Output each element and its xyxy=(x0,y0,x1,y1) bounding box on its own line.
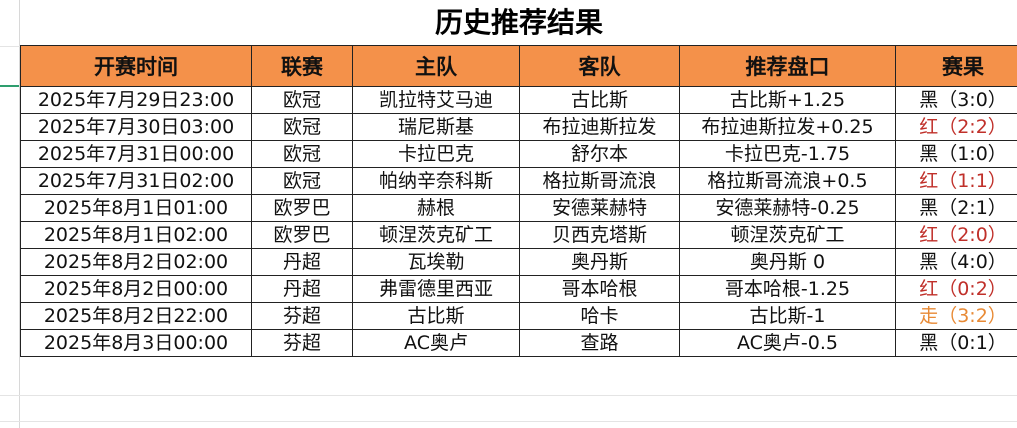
cell-result[interactable]: 黑（3:0） xyxy=(895,86,1017,114)
cell-away[interactable]: 古比斯 xyxy=(519,86,680,114)
header-away[interactable]: 客队 xyxy=(519,45,680,87)
cell-time[interactable]: 2025年7月31日02:00 xyxy=(20,167,252,195)
cell-time[interactable]: 2025年8月1日02:00 xyxy=(20,221,252,249)
cell-result[interactable]: 黑（4:0） xyxy=(895,248,1017,276)
row-selection-marker xyxy=(0,85,19,87)
cell-home[interactable]: 瓦埃勒 xyxy=(352,248,520,276)
cell-away[interactable]: 哈卡 xyxy=(519,302,680,330)
cell-away[interactable]: 查路 xyxy=(519,329,680,357)
cell-pick[interactable]: 安德莱赫特-0.25 xyxy=(679,194,896,222)
cell-result[interactable]: 红（1:1） xyxy=(895,167,1017,195)
cell-time[interactable]: 2025年7月29日23:00 xyxy=(20,86,252,114)
cell-away[interactable]: 布拉迪斯拉发 xyxy=(519,113,680,141)
cell-pick[interactable]: 布拉迪斯拉发+0.25 xyxy=(679,113,896,141)
cell-away[interactable]: 舒尔本 xyxy=(519,140,680,168)
sheet-row-header-border xyxy=(19,0,20,428)
cell-result[interactable]: 黑（1:0） xyxy=(895,140,1017,168)
cell-away[interactable]: 哥本哈根 xyxy=(519,275,680,303)
cell-home[interactable]: 帕纳辛奈科斯 xyxy=(352,167,520,195)
table-row: 2025年7月30日03:00 欧冠 瑞尼斯基 布拉迪斯拉发 布拉迪斯拉发+0.25 红（… xyxy=(20,113,1017,141)
cell-time[interactable]: 2025年8月2日02:00 xyxy=(20,248,252,276)
cell-home[interactable]: 凯拉特艾马迪 xyxy=(352,86,520,114)
cell-result[interactable]: 红（2:0） xyxy=(895,221,1017,249)
cell-away[interactable]: 安德莱赫特 xyxy=(519,194,680,222)
cell-pick[interactable]: 哥本哈根-1.25 xyxy=(679,275,896,303)
cell-league[interactable]: 芬超 xyxy=(251,302,353,330)
cell-pick[interactable]: AC奥卢-0.5 xyxy=(679,329,896,357)
cell-pick[interactable]: 格拉斯哥流浪+0.5 xyxy=(679,167,896,195)
header-pick[interactable]: 推荐盘口 xyxy=(679,45,896,87)
cell-pick[interactable]: 卡拉巴克-1.75 xyxy=(679,140,896,168)
table-row: 2025年7月31日00:00 欧冠 卡拉巴克 舒尔本 卡拉巴克-1.75 黑（1:0） xyxy=(20,140,1017,168)
cell-result[interactable]: 黑（2:1） xyxy=(895,194,1017,222)
cell-league[interactable]: 欧罗巴 xyxy=(251,194,353,222)
header-result[interactable]: 赛果 xyxy=(895,45,1017,87)
cell-home[interactable]: 卡拉巴克 xyxy=(352,140,520,168)
cell-home[interactable]: 古比斯 xyxy=(352,302,520,330)
results-table: 开赛时间 联赛 主队 客队 推荐盘口 赛果 2025年7月29日23:00 欧冠凯… xyxy=(20,45,1017,357)
table-row: 2025年8月2日00:00 丹超 弗雷德里西亚 哥本哈根 哥本哈根-1.25 红（0:2… xyxy=(20,275,1017,303)
cell-home[interactable]: 弗雷德里西亚 xyxy=(352,275,520,303)
cell-time[interactable]: 2025年8月1日01:00 xyxy=(20,194,252,222)
cell-time[interactable]: 2025年7月30日03:00 xyxy=(20,113,252,141)
cell-away[interactable]: 格拉斯哥流浪 xyxy=(519,167,680,195)
cell-time[interactable]: 2025年8月3日00:00 xyxy=(20,329,252,357)
table-row: 2025年8月2日22:00 芬超 古比斯 哈卡 古比斯-1 走（3:2） xyxy=(20,302,1017,330)
header-league[interactable]: 联赛 xyxy=(251,45,353,87)
cell-result[interactable]: 红（2:2） xyxy=(895,113,1017,141)
cell-home[interactable]: 顿涅茨克矿工 xyxy=(352,221,520,249)
header-home[interactable]: 主队 xyxy=(352,45,520,87)
cell-league[interactable]: 丹超 xyxy=(251,248,353,276)
table-row: 2025年8月1日02:00 欧罗巴 顿涅茨克矿工 贝西克塔斯 顿涅茨克矿工 红（2:0） xyxy=(20,221,1017,249)
page-title: 历史推荐结果 xyxy=(434,6,603,39)
cell-home[interactable]: 赫根 xyxy=(352,194,520,222)
table-row: 2025年8月3日00:00 芬超 AC奥卢 查路 AC奥卢-0.5 黑（0:1） xyxy=(20,329,1017,357)
cell-result[interactable]: 红（0:2） xyxy=(895,275,1017,303)
cell-league[interactable]: 欧冠 xyxy=(251,167,353,195)
cell-league[interactable]: 欧冠 xyxy=(251,140,353,168)
cell-pick[interactable]: 古比斯+1.25 xyxy=(679,86,896,114)
cell-league[interactable]: 欧冠 xyxy=(251,86,353,114)
table-row: 2025年7月29日23:00 欧冠 凯拉特艾马迪 古比斯 古比斯+1.25 黑（3:0） xyxy=(20,86,1017,114)
cell-league[interactable]: 芬超 xyxy=(251,329,353,357)
table-row: 2025年8月2日02:00 丹超 瓦埃勒 奥丹斯 奥丹斯 0 黑（4:0） xyxy=(20,248,1017,276)
cell-league[interactable]: 欧冠 xyxy=(251,113,353,141)
cell-league[interactable]: 欧罗巴 xyxy=(251,221,353,249)
gridline xyxy=(0,421,1017,422)
cell-time[interactable]: 2025年8月2日22:00 xyxy=(20,302,252,330)
table-row: 2025年8月1日01:00 欧罗巴 赫根 安德莱赫特 安德莱赫特-0.25 黑（2:1） xyxy=(20,194,1017,222)
cell-home[interactable]: 瑞尼斯基 xyxy=(352,113,520,141)
cell-away[interactable]: 奥丹斯 xyxy=(519,248,680,276)
cell-away[interactable]: 贝西克塔斯 xyxy=(519,221,680,249)
cell-pick[interactable]: 奥丹斯 0 xyxy=(679,248,896,276)
table-row: 2025年7月31日02:00 欧冠 帕纳辛奈科斯 格拉斯哥流浪 格拉斯哥流浪+0.5 红… xyxy=(20,167,1017,195)
cell-time[interactable]: 2025年8月2日00:00 xyxy=(20,275,252,303)
header-time[interactable]: 开赛时间 xyxy=(20,45,252,87)
cell-result[interactable]: 走（3:2） xyxy=(895,302,1017,330)
cell-home[interactable]: AC奥卢 xyxy=(352,329,520,357)
cell-pick[interactable]: 顿涅茨克矿工 xyxy=(679,221,896,249)
cell-pick[interactable]: 古比斯-1 xyxy=(679,302,896,330)
header-row: 开赛时间 联赛 主队 客队 推荐盘口 赛果 xyxy=(20,45,1017,87)
cell-league[interactable]: 丹超 xyxy=(251,275,353,303)
cell-time[interactable]: 2025年7月31日00:00 xyxy=(20,140,252,168)
cell-result[interactable]: 黑（0:1） xyxy=(895,329,1017,357)
gridline xyxy=(0,395,1017,396)
